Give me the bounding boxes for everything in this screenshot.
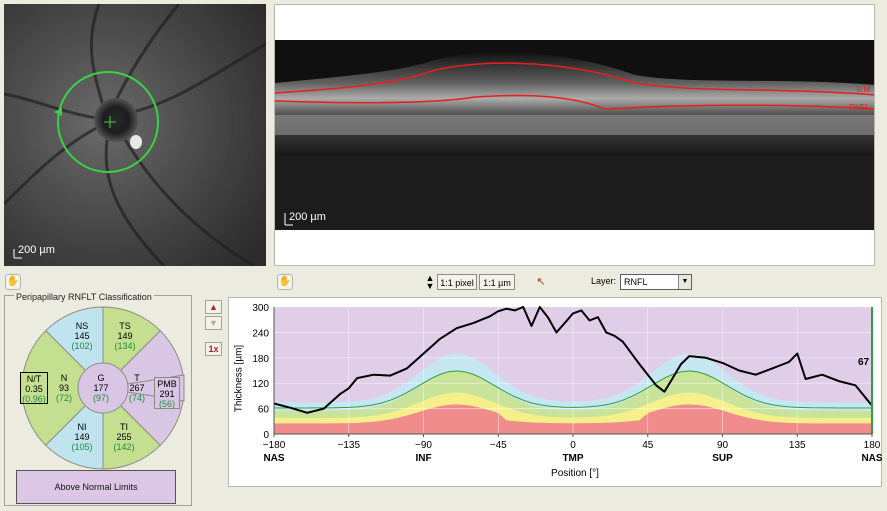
classification-result: Above Normal Limits <box>16 470 176 504</box>
y-tick-label: 240 <box>252 328 269 339</box>
thickness-chart: −180 −135 −90 −45 0 45 90 135 180 0 60 120 180 240 300… <box>252 303 882 464</box>
x-tick-label: 90 <box>717 440 729 451</box>
bscan-image <box>275 40 874 230</box>
sector-chart <box>21 306 185 470</box>
one-to-one-um-button[interactable]: 1:1 µm <box>479 274 515 290</box>
pan-hand-icon[interactable]: ✋ <box>5 274 21 290</box>
sector-g[interactable] <box>77 362 129 414</box>
normative-mean-line <box>273 370 873 409</box>
pan-hand-icon-bscan[interactable]: ✋ <box>277 274 293 290</box>
vertical-stretch-icon[interactable]: ▲ ▼ <box>425 273 435 291</box>
y-tick-label: 120 <box>252 379 269 390</box>
x-axis-title: Position [°] <box>551 468 599 479</box>
y-tick-label: 300 <box>252 303 269 314</box>
cursor-tool-icon[interactable]: ↖ <box>536 276 546 288</box>
x-sublabel: INF <box>415 453 431 464</box>
y-tick-label: 180 <box>252 354 269 365</box>
optic-disc <box>94 98 138 142</box>
measured-thickness-line <box>273 306 873 414</box>
x-tick-label: 180 <box>864 440 881 451</box>
layer-label: Layer: <box>591 276 617 286</box>
chevron-down-icon[interactable]: ▼ <box>678 275 691 289</box>
oct-bscan-panel: ILM RNFL 200 µm <box>274 4 875 266</box>
x-tick-label: −180 <box>263 440 286 451</box>
y-tick-label: 60 <box>258 405 270 416</box>
x-sublabel: NAS <box>861 453 882 464</box>
sector-pmb-text: PMB 291 (56) <box>157 379 177 409</box>
x-tick-label: 135 <box>789 440 806 451</box>
x-tick-label: −135 <box>337 440 360 451</box>
y-axis-title-wrap: Thickness [µm] <box>231 315 247 445</box>
fundus-image: 200 µm <box>4 4 266 266</box>
down-arrow-button[interactable]: ▼ <box>205 316 222 330</box>
sector-pmb[interactable] <box>154 377 180 409</box>
x-tick-label: 0 <box>570 440 576 451</box>
sector-ns-text: NS 145 (102) <box>71 321 93 351</box>
x-tick-label: 45 <box>642 440 654 451</box>
sector-ni-text: NI 149 (105) <box>71 422 93 452</box>
layer-select-value: RNFL <box>624 277 648 287</box>
y-axis-title: Thickness [µm] <box>233 344 245 413</box>
zoom-1x-button[interactable]: 1x <box>205 342 222 356</box>
nt-ratio-box: N/T 0.35 (0.96) <box>20 372 48 404</box>
sector-g-text: G 177 (97) <box>92 373 109 403</box>
x-sublabel: SUP <box>712 453 733 464</box>
sector-t-text: T 267 (74) <box>128 373 145 403</box>
x-tick-label: −45 <box>490 440 507 451</box>
fundus-scale-label: 200 µm <box>18 244 55 256</box>
x-tick-label: −90 <box>415 440 432 451</box>
bscan-scale-label: 200 µm <box>289 211 326 223</box>
sector-ti-text: TI 255 (142) <box>113 422 135 452</box>
layer-select[interactable]: RNFL ▼ <box>620 274 692 290</box>
one-to-one-pixel-button[interactable]: 1:1 pixel <box>437 274 477 290</box>
fundus-graphic <box>4 4 266 266</box>
x-sublabel: TMP <box>562 453 583 464</box>
x-sublabel: NAS <box>263 453 284 464</box>
up-arrow-button[interactable]: ▲ <box>205 300 222 314</box>
scan-circle <box>57 71 159 173</box>
classification-title: Peripapillary RNFLT Classification <box>14 292 154 302</box>
end-value-label: 67 <box>858 357 870 368</box>
sector-ts-text: TS 149 (134) <box>114 321 136 351</box>
sector-n-text: N 93 (72) <box>55 373 72 403</box>
y-tick-label: 0 <box>263 430 269 441</box>
ilm-label: ILM <box>856 85 870 94</box>
rnfl-label: RNFL <box>849 103 870 112</box>
